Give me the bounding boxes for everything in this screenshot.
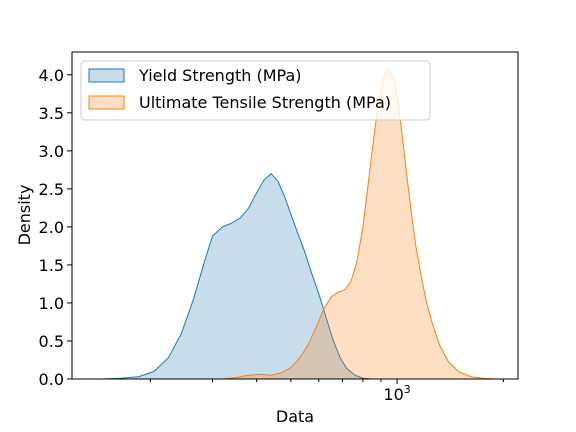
y-tick-label: 4.0 (39, 66, 64, 85)
legend-swatch-1 (88, 68, 125, 83)
y-tick-label: 3.0 (39, 142, 64, 161)
legend-label-2: Ultimate Tensile Strength (MPa) (139, 93, 391, 112)
legend-box (80, 60, 431, 121)
plot-frame (71, 51, 519, 380)
legend-swatch-2 (88, 95, 125, 110)
y-axis-label: Density (15, 185, 34, 246)
y-tick-label: 0.5 (39, 332, 64, 351)
y-axis: 0.0 0.5 1.0 1.5 2.0 2.5 3.0 3.5 4.0 (39, 66, 72, 389)
x-axis-label: Data (276, 407, 314, 426)
y-tick-label: 2.0 (39, 218, 64, 237)
legend-label-1: Yield Strength (MPa) (138, 66, 302, 85)
x-tick-label: 103 (383, 383, 410, 404)
y-tick-label: 3.5 (39, 104, 64, 123)
y-tick-label: 1.5 (39, 256, 64, 275)
series-area-1 (100, 173, 373, 380)
y-tick-label: 2.5 (39, 180, 64, 199)
y-tick-label: 0.0 (39, 370, 64, 389)
y-tick-label: 1.0 (39, 294, 64, 313)
legend: Yield Strength (MPa) Ultimate Tensile Str… (80, 60, 431, 121)
x-axis: 103 (149, 379, 504, 404)
